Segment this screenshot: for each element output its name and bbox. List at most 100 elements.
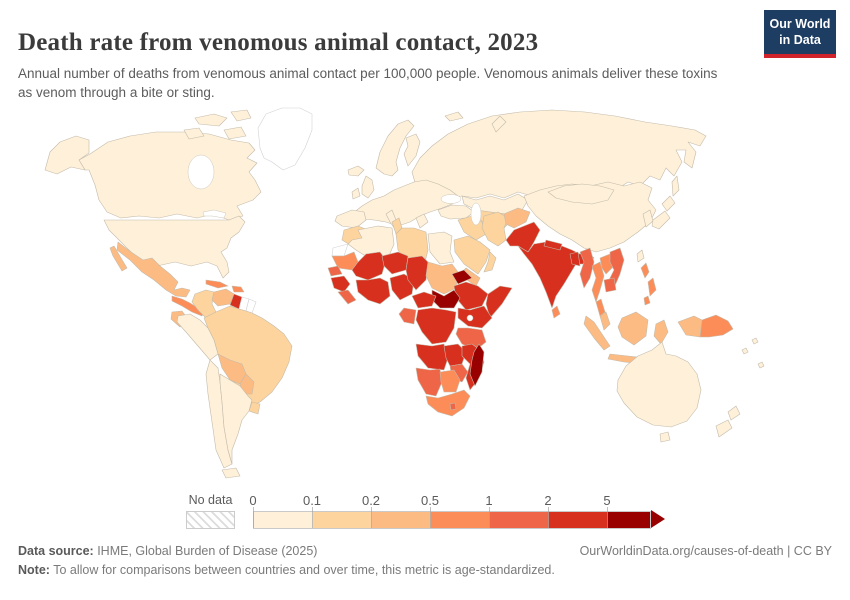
country-pacific-islands[interactable] <box>741 337 765 369</box>
country-finland[interactable] <box>403 133 421 167</box>
legend-band-5+[interactable] <box>608 512 650 528</box>
country-namibia[interactable] <box>415 367 443 397</box>
country-nigeria[interactable] <box>389 273 415 301</box>
country-sierra-leone-liberia[interactable] <box>337 289 357 305</box>
country-malaysia[interactable] <box>599 311 611 331</box>
country-turkey[interactable] <box>437 204 475 220</box>
country-cambodia[interactable] <box>603 277 617 293</box>
country-somalia[interactable] <box>485 285 513 319</box>
owid-logo[interactable]: Our World in Data <box>764 10 836 58</box>
country-australia[interactable] <box>616 341 702 428</box>
country-lesotho[interactable] <box>449 402 457 411</box>
country-arctic-island[interactable] <box>230 109 252 122</box>
country-argentina[interactable] <box>219 373 253 465</box>
country-bangladesh[interactable] <box>569 251 581 267</box>
country-iran[interactable] <box>481 211 509 247</box>
country-afghanistan[interactable] <box>503 207 531 229</box>
country-norway-sweden[interactable] <box>375 119 415 177</box>
country-madagascar[interactable] <box>469 343 485 387</box>
caspian-sea <box>470 202 482 226</box>
country-new-zealand-north[interactable] <box>727 405 741 421</box>
country-arctic-island[interactable] <box>223 126 247 140</box>
country-sulawesi[interactable] <box>653 319 669 345</box>
country-japan[interactable] <box>651 195 676 230</box>
country-mali[interactable] <box>351 251 387 281</box>
country-svalbard[interactable] <box>444 111 464 122</box>
legend-band-2-5[interactable] <box>549 512 608 528</box>
country-thai-peninsula[interactable] <box>595 298 606 317</box>
data-source: Data source: IHME, Global Burden of Dise… <box>18 544 317 558</box>
country-novaya-zemlya[interactable] <box>491 115 507 133</box>
country-mexico[interactable] <box>116 241 191 298</box>
country-western-sahara[interactable] <box>331 243 349 257</box>
country-cuba[interactable] <box>205 279 229 289</box>
country-tierra-del-fuego[interactable] <box>221 467 241 479</box>
country-united-kingdom[interactable] <box>361 175 375 199</box>
note-label: Note: <box>18 563 50 577</box>
data-source-text: IHME, Global Burden of Disease (2025) <box>93 544 318 558</box>
map-water-bodies <box>187 154 482 322</box>
country-arctic-island[interactable] <box>194 113 228 127</box>
country-taiwan[interactable] <box>636 249 645 263</box>
country-niger[interactable] <box>381 251 409 275</box>
legend-band-0.2-0.5[interactable] <box>372 512 431 528</box>
country-mongolia[interactable] <box>547 183 615 205</box>
country-saudi-arabia[interactable] <box>453 235 491 275</box>
country-russia[interactable] <box>411 109 707 199</box>
legend-band-0.1-0.2[interactable] <box>313 512 372 528</box>
legend-arrow <box>651 510 665 528</box>
chart-subtitle: Annual number of deaths from venomous an… <box>18 65 718 101</box>
black-sea <box>440 194 462 204</box>
country-indonesia-papua[interactable] <box>677 315 703 338</box>
country-eritrea[interactable] <box>451 269 473 285</box>
country-uganda-kenya[interactable] <box>457 305 493 329</box>
country-dr-congo[interactable] <box>415 307 457 345</box>
country-venezuela[interactable] <box>211 288 235 307</box>
country-papua-new-guinea[interactable] <box>699 314 734 338</box>
country-south-africa[interactable] <box>425 389 471 417</box>
country-thailand[interactable] <box>591 261 605 303</box>
country-guinea[interactable] <box>330 275 351 293</box>
country-chad[interactable] <box>405 255 429 291</box>
country-ireland[interactable] <box>351 187 361 200</box>
country-pakistan[interactable] <box>505 221 541 253</box>
country-senegal[interactable] <box>327 265 343 277</box>
country-gabon-congo[interactable] <box>398 307 417 325</box>
country-borneo[interactable] <box>617 311 649 346</box>
country-cameroon-car[interactable] <box>411 291 437 309</box>
country-ethiopia[interactable] <box>453 281 489 311</box>
legend-no-data-swatch[interactable] <box>186 511 235 529</box>
country-new-zealand-south[interactable] <box>715 419 733 438</box>
legend-tick-line <box>253 507 254 528</box>
country-iberia[interactable] <box>334 209 367 229</box>
country-iceland[interactable] <box>347 165 365 177</box>
country-sri-lanka[interactable] <box>551 305 561 319</box>
country-baja-california[interactable] <box>109 245 128 272</box>
legend-band-0.5-1[interactable] <box>431 512 490 528</box>
chart-footer: Data source: IHME, Global Burden of Dise… <box>0 544 850 577</box>
country-arctic-island[interactable] <box>183 127 205 140</box>
country-alaska[interactable] <box>44 135 90 175</box>
country-sakhalin[interactable] <box>671 175 680 197</box>
country-botswana[interactable] <box>439 369 461 393</box>
country-greece[interactable] <box>415 213 429 229</box>
country-tasmania[interactable] <box>659 431 671 443</box>
country-sumatra[interactable] <box>583 315 611 351</box>
country-philippines[interactable] <box>640 262 657 306</box>
country-oman[interactable] <box>483 251 497 273</box>
legend-band-0-0.1[interactable] <box>254 512 313 528</box>
country-angola[interactable] <box>415 343 449 371</box>
country-hispaniola[interactable] <box>231 285 245 293</box>
country-nepal[interactable] <box>543 239 563 251</box>
country-myanmar[interactable] <box>579 247 595 289</box>
country-greenland[interactable] <box>257 107 313 171</box>
country-canada[interactable] <box>78 131 262 221</box>
country-ivory-coast-ghana[interactable] <box>355 277 391 305</box>
legend-tick-label: 0.5 <box>420 493 440 508</box>
owid-url-link[interactable]: OurWorldinData.org/causes-of-death | CC … <box>579 544 832 558</box>
country-sudan[interactable] <box>425 261 459 295</box>
legend-band-1-2[interactable] <box>490 512 549 528</box>
country-egypt[interactable] <box>427 231 455 265</box>
note-text: To allow for comparisons between countri… <box>49 563 555 577</box>
